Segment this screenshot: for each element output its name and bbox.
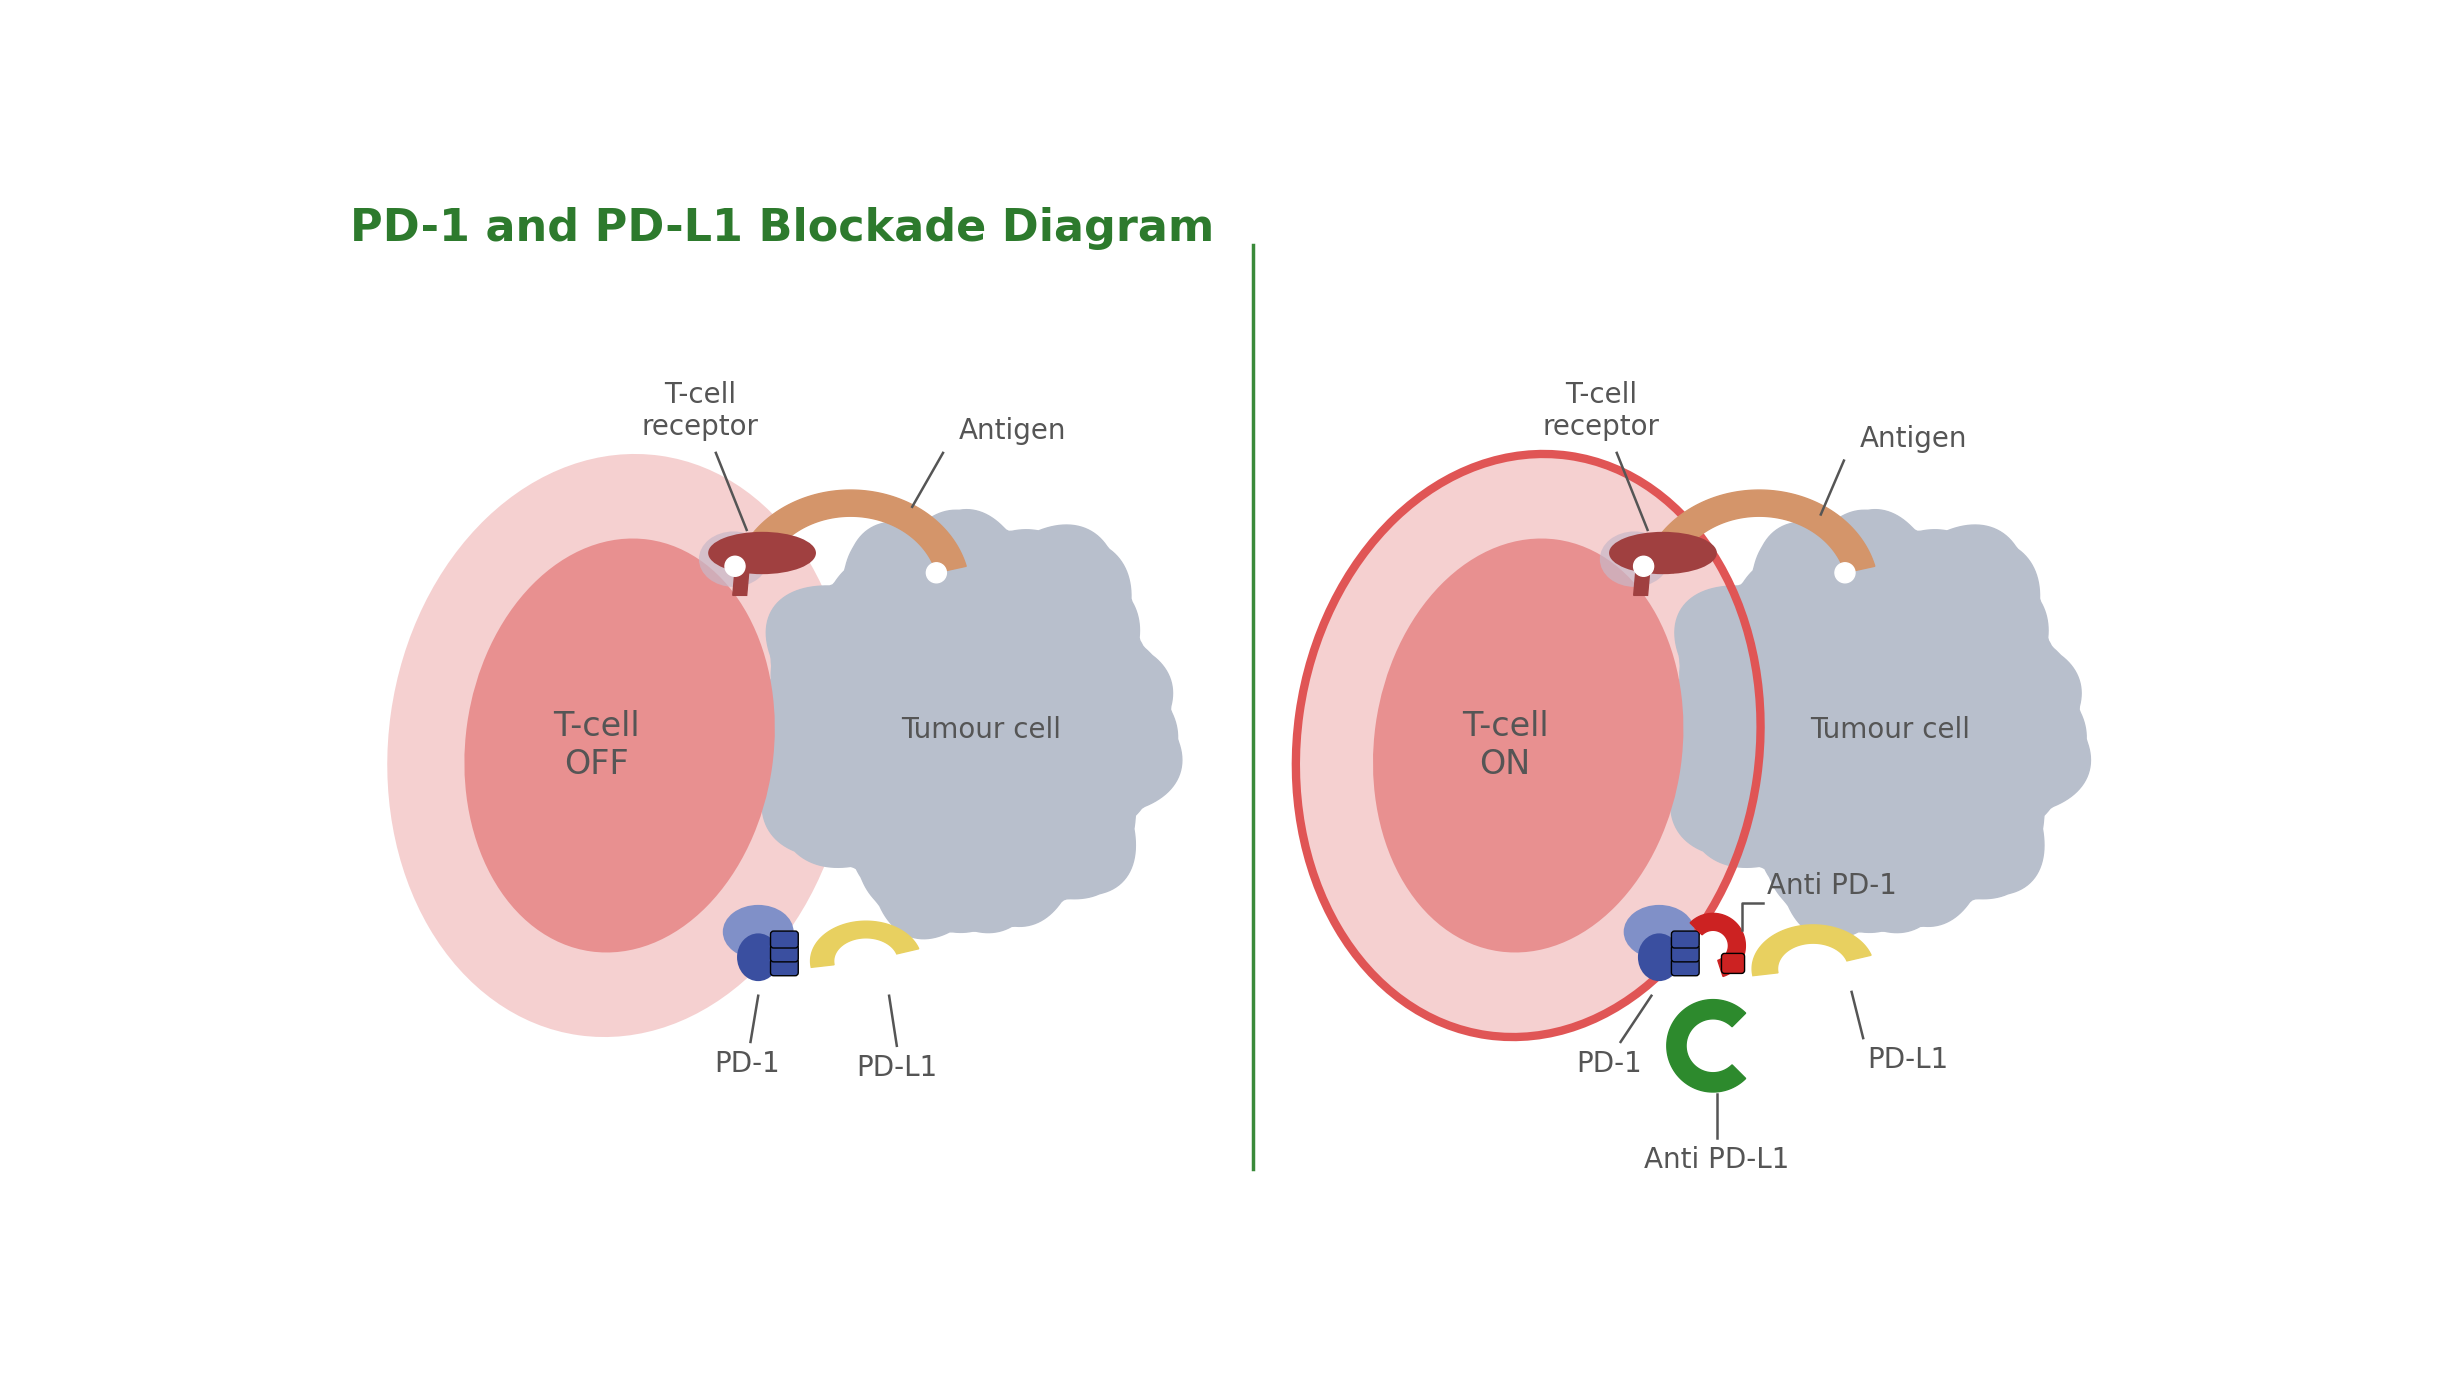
Ellipse shape [738,934,780,981]
Text: Anti PD-L1: Anti PD-L1 [1645,1145,1789,1173]
Text: Tumour cell: Tumour cell [902,717,1061,745]
FancyBboxPatch shape [1672,959,1699,976]
Ellipse shape [386,454,853,1037]
Text: Antigen: Antigen [958,417,1066,445]
Polygon shape [1691,913,1745,976]
Ellipse shape [723,904,794,959]
Ellipse shape [1637,934,1681,981]
Polygon shape [1645,490,1875,573]
Ellipse shape [1623,904,1694,959]
Ellipse shape [1608,532,1716,574]
Polygon shape [1664,510,2090,939]
Polygon shape [1752,925,1872,976]
Ellipse shape [1295,454,1760,1037]
FancyBboxPatch shape [1721,953,1745,973]
Ellipse shape [464,539,775,952]
FancyBboxPatch shape [1672,945,1699,962]
Text: PD-1: PD-1 [714,1050,780,1078]
FancyBboxPatch shape [1672,931,1699,948]
FancyBboxPatch shape [770,945,799,962]
Text: PD-1 and PD-L1 Blockade Diagram: PD-1 and PD-L1 Blockade Diagram [349,206,1215,249]
Text: T-cell
receptor: T-cell receptor [1542,381,1659,441]
Text: T-cell
OFF: T-cell OFF [552,710,640,781]
Polygon shape [736,490,965,573]
Polygon shape [733,552,750,595]
Text: Antigen: Antigen [1860,426,1967,454]
Polygon shape [1633,552,1652,595]
Text: Tumour cell: Tumour cell [1811,717,1970,745]
Circle shape [1835,563,1855,582]
Ellipse shape [699,532,767,587]
FancyBboxPatch shape [770,931,799,948]
Circle shape [926,563,946,582]
Text: Anti PD-1: Anti PD-1 [1767,871,1897,900]
Text: PD-L1: PD-L1 [855,1053,938,1081]
Polygon shape [811,921,919,967]
Text: PD-1: PD-1 [1576,1050,1642,1078]
Text: T-cell
ON: T-cell ON [1462,710,1549,781]
FancyBboxPatch shape [770,959,799,976]
Ellipse shape [1374,539,1684,952]
Ellipse shape [1601,532,1669,587]
Ellipse shape [709,532,816,574]
Text: PD-L1: PD-L1 [1867,1046,1948,1074]
Text: T-cell
receptor: T-cell receptor [643,381,760,441]
Circle shape [1633,556,1655,577]
Polygon shape [755,510,1183,939]
Polygon shape [1667,1000,1745,1092]
Circle shape [726,556,745,577]
